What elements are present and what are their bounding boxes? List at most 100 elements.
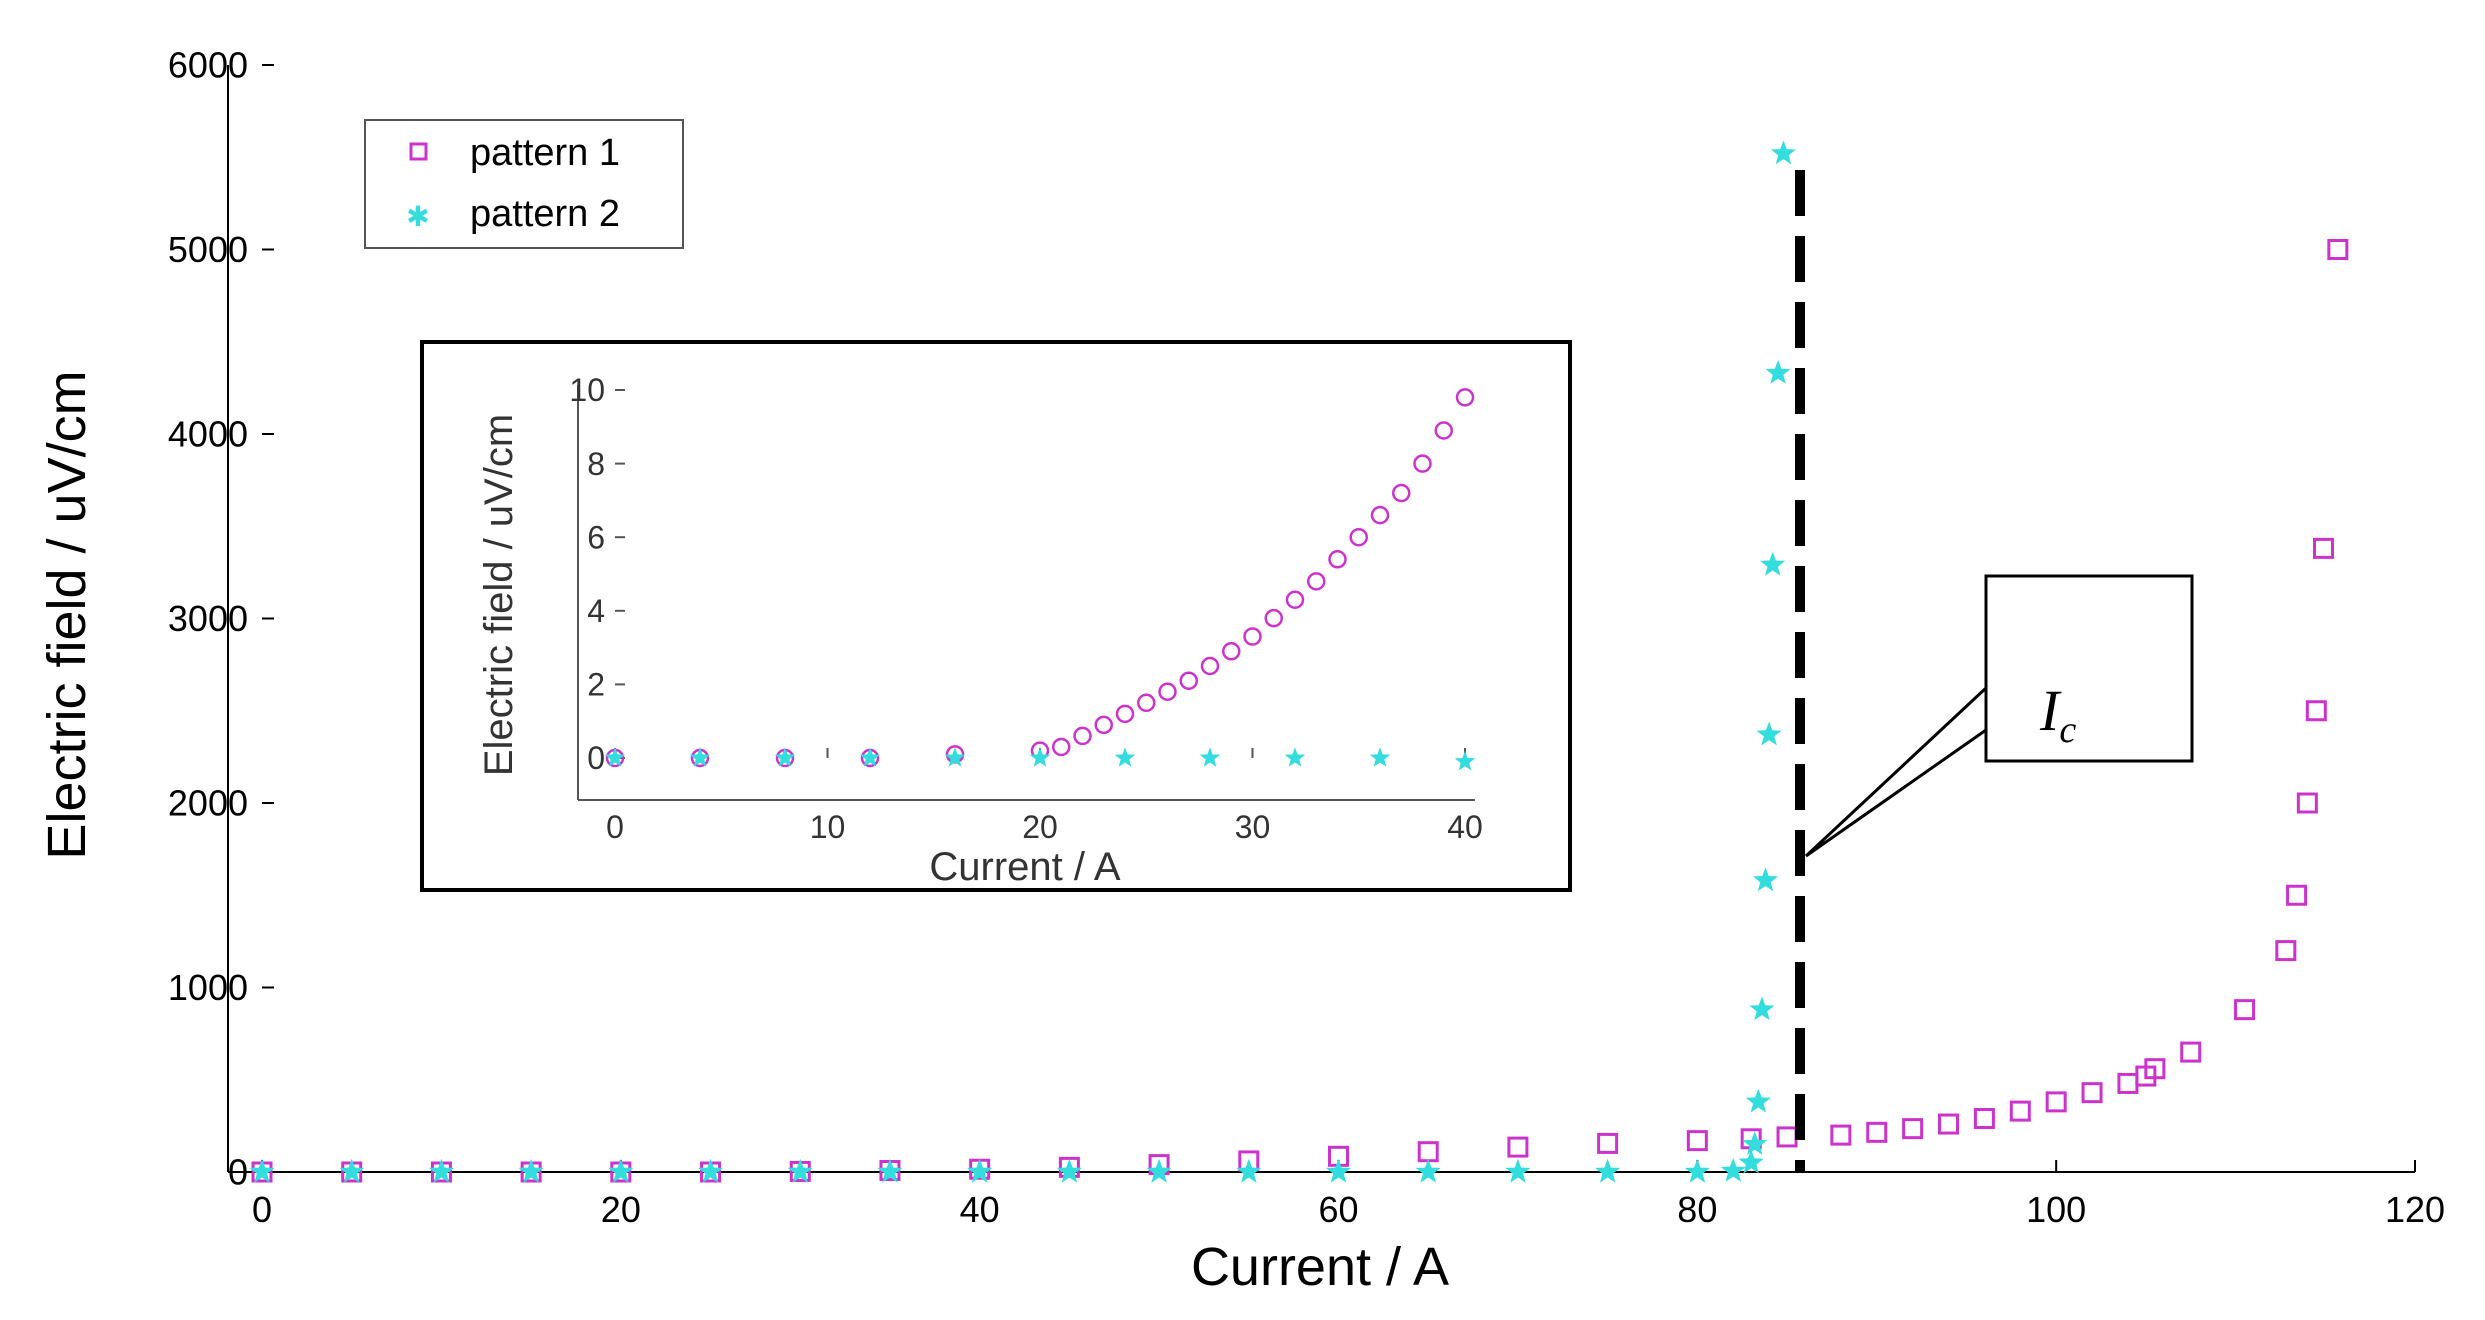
inset-x-ticks: 0 10 20 30 40 xyxy=(606,748,1483,845)
data-point xyxy=(1866,1121,1888,1143)
y-tick-label: 1000 xyxy=(168,967,248,1008)
y-tick-label: 0 xyxy=(228,1152,248,1193)
data-point xyxy=(1738,1149,1764,1174)
data-point xyxy=(1684,1158,1710,1183)
data-point xyxy=(774,747,796,767)
ic-label: Ic xyxy=(2039,678,2076,751)
data-point xyxy=(1776,1126,1798,1148)
data-point xyxy=(1753,867,1779,892)
data-point xyxy=(1507,1136,1529,1158)
inset-series-pattern-1 xyxy=(605,388,1475,768)
data-point xyxy=(2180,1041,2202,1063)
data-point xyxy=(604,747,626,767)
ic-label-main: I xyxy=(2039,678,2062,743)
data-point xyxy=(1760,551,1786,576)
data-point xyxy=(1325,1158,1352,1183)
x-tick-label: 20 xyxy=(601,1189,641,1230)
data-point xyxy=(1505,1158,1531,1183)
data-point xyxy=(1370,505,1390,525)
y-tick-label: 5000 xyxy=(168,229,248,270)
y-tick-label: 4 xyxy=(587,593,605,629)
data-point xyxy=(1745,1088,1771,1113)
data-point xyxy=(698,1158,724,1183)
data-point xyxy=(1765,359,1791,384)
data-point xyxy=(2327,239,2349,260)
data-point xyxy=(339,1158,365,1183)
data-point xyxy=(1094,715,1113,735)
data-point xyxy=(2234,999,2256,1021)
data-point xyxy=(1199,747,1221,767)
data-point xyxy=(1029,747,1051,767)
y-tick-label: 3000 xyxy=(168,598,248,639)
inset-series-pattern-2 xyxy=(604,747,1476,771)
legend: pattern 1 ✱ pattern 2 xyxy=(364,119,684,249)
data-point xyxy=(1417,1141,1439,1163)
inset-chart: 0 10 20 30 40 0 2 4 6 8 10 Current / A Electric f… xyxy=(420,340,1572,892)
data-point xyxy=(859,747,881,767)
main-x-ticks: 0 20 40 60 80 100 120 xyxy=(252,1160,2445,1230)
y-tick-label: 4000 xyxy=(168,414,248,455)
legend-label-pattern-1: pattern 1 xyxy=(470,132,620,174)
data-point xyxy=(2117,1072,2139,1094)
data-point xyxy=(1973,1107,1995,1129)
y-tick-label: 6 xyxy=(587,519,605,555)
series-pattern-1 xyxy=(251,239,2349,1183)
data-point xyxy=(2009,1100,2031,1122)
data-point xyxy=(877,1158,903,1183)
data-point xyxy=(1434,421,1453,440)
data-point xyxy=(1938,1113,1960,1135)
data-point xyxy=(1830,1124,1852,1146)
data-point xyxy=(1137,693,1156,713)
y-tick-label: 2000 xyxy=(168,783,248,824)
data-point xyxy=(1222,642,1241,661)
series-pattern-2 xyxy=(249,140,1796,1183)
x-tick-label: 0 xyxy=(606,809,624,845)
data-point xyxy=(1056,1158,1082,1183)
data-point xyxy=(689,747,711,767)
ic-callout: Ic xyxy=(1804,574,2194,858)
data-point xyxy=(2144,1058,2166,1080)
y-tick-label: 10 xyxy=(569,372,605,408)
data-point xyxy=(1158,682,1177,702)
data-point xyxy=(1073,726,1092,746)
x-tick-label: 40 xyxy=(960,1189,1000,1230)
data-point xyxy=(1749,996,1775,1021)
legend-marker-pattern-1 xyxy=(409,142,428,161)
data-point xyxy=(1307,572,1326,591)
data-point xyxy=(249,1158,275,1183)
data-point xyxy=(2305,700,2327,722)
data-point xyxy=(1349,527,1368,547)
x-tick-label: 60 xyxy=(1318,1189,1358,1230)
data-point xyxy=(1284,747,1306,767)
data-point xyxy=(2081,1082,2103,1104)
data-point xyxy=(1285,590,1305,610)
y-tick-label: 0 xyxy=(587,740,605,776)
data-point xyxy=(1597,1132,1619,1154)
ic-label-subscript: c xyxy=(2059,709,2076,751)
data-point xyxy=(608,1158,634,1183)
inset-y-ticks: 0 2 4 6 8 10 xyxy=(569,372,625,776)
data-point xyxy=(1146,1158,1172,1183)
data-point xyxy=(1115,704,1135,724)
data-point xyxy=(428,1158,454,1183)
data-point xyxy=(2296,792,2318,814)
x-tick-label: 80 xyxy=(1677,1189,1717,1230)
main-y-axis-label: Electric field / uV/cm xyxy=(37,370,97,859)
main-x-axis-label: Current / A xyxy=(1191,1237,1449,1297)
x-tick-label: 120 xyxy=(2385,1189,2445,1230)
y-tick-label: 2 xyxy=(587,667,605,703)
data-point xyxy=(1369,747,1391,767)
data-point xyxy=(1328,550,1347,569)
x-tick-label: 30 xyxy=(1235,809,1271,845)
data-point xyxy=(2045,1091,2067,1113)
inset-y-axis-label: Electric field / uV/cm xyxy=(477,414,521,776)
data-point xyxy=(1052,737,1071,757)
data-point xyxy=(2275,940,2297,962)
data-point xyxy=(1595,1158,1621,1183)
data-point xyxy=(1236,1158,1262,1183)
data-point xyxy=(1756,721,1782,746)
y-tick-label: 6000 xyxy=(168,45,248,86)
data-point xyxy=(1392,483,1411,503)
data-point xyxy=(2312,537,2334,559)
